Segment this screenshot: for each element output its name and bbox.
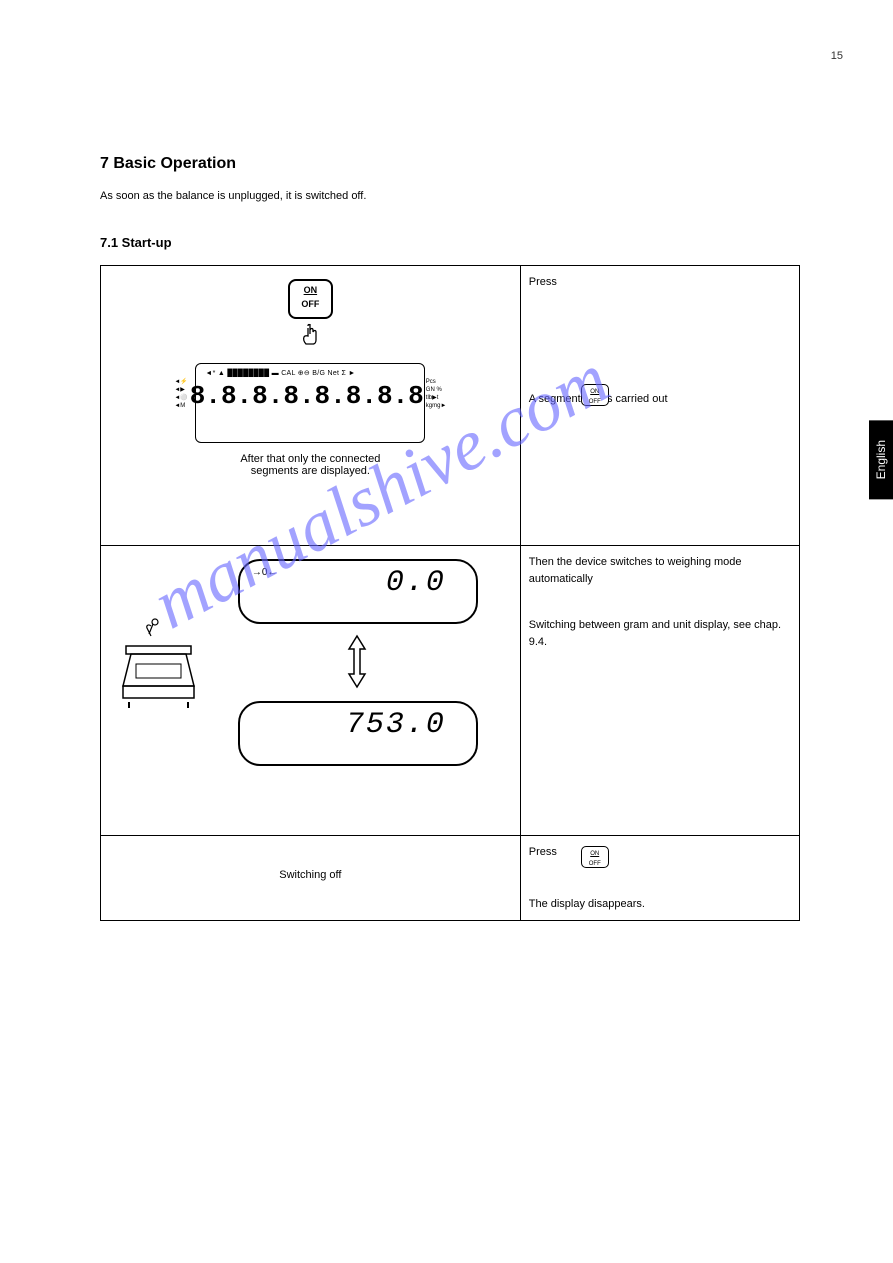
row2-diagram-cell: →0← 0.0 753.0 (101, 546, 521, 836)
heading-basic-operation: 7 Basic Operation (100, 155, 236, 173)
row1-lower-text-2: segments are displayed. (251, 465, 370, 477)
row1-right-line2: A segment test is carried out (529, 391, 791, 408)
lcd-units-bot: kgmg► (426, 403, 447, 409)
row2-right-text1: Then the device switches to weighing mod… (529, 554, 791, 587)
lcd-top-annotations: ◄* ▲ ████████ ▬ CAL ⊕⊖ B/G Net Σ ► (201, 369, 419, 377)
lcd-units-top: Pcs GN % (426, 379, 442, 393)
hand-pointer-icon (109, 322, 512, 353)
page-number: 15 (831, 50, 843, 62)
lcd-display-zero: →0← 0.0 (238, 559, 478, 624)
row1-diagram-cell: ON OFF ◄* ▲ ████████ ▬ CAL ⊕⊖ B/G Net Σ … (101, 266, 521, 546)
on-off-button-small-1: ONOFF (581, 384, 609, 406)
row1-lower-text: After that only the connected segments a… (109, 453, 512, 477)
lcd-digits: 8.8.8.8.8.8.8.8 (190, 381, 424, 411)
row3-left-text: Switching off (109, 844, 512, 881)
row3-diagram-cell: Switching off (101, 836, 521, 921)
row3-right-line2: The display disappears. (529, 861, 791, 913)
lcd-units-mid: tlb▶t (426, 395, 439, 401)
on-label: ON (304, 285, 318, 295)
subtext: As soon as the balance is unplugged, it … (100, 190, 366, 202)
zero-indicator: →0← (252, 567, 278, 578)
updown-arrow-icon (204, 634, 512, 691)
row2-instruction-cell: Then the device switches to weighing mod… (520, 546, 799, 836)
lcd-value-weight: 753.0 (240, 708, 446, 742)
on-off-button-small-2: ONOFF (581, 846, 609, 868)
row3-instruction-cell: Press ONOFF The display disappears. (520, 836, 799, 921)
section-heading-startup: 7.1 Start-up (100, 235, 172, 250)
instruction-table: ON OFF ◄* ▲ ████████ ▬ CAL ⊕⊖ B/G Net Σ … (100, 265, 800, 921)
lcd-left-symbols: ◄⚡◄▶◄⚪◄M (174, 378, 187, 410)
lcd-display-full: ◄* ▲ ████████ ▬ CAL ⊕⊖ B/G Net Σ ► ◄⚡◄▶◄… (195, 363, 425, 443)
off-label: OFF (301, 299, 319, 309)
row1-right-press: Press (529, 276, 557, 288)
scale-icon (111, 616, 206, 719)
row1-lower-text-1: After that only the connected (240, 453, 380, 465)
on-off-button-large: ON OFF (288, 279, 333, 319)
language-tab-english: English (869, 420, 893, 499)
row2-right-text2: Switching between gram and unit display,… (529, 617, 791, 650)
row1-instruction-cell: Press ONOFF A segment test is carried ou… (520, 266, 799, 546)
lcd-display-weight: 753.0 (238, 701, 478, 766)
row3-right-press: Press (529, 846, 557, 858)
